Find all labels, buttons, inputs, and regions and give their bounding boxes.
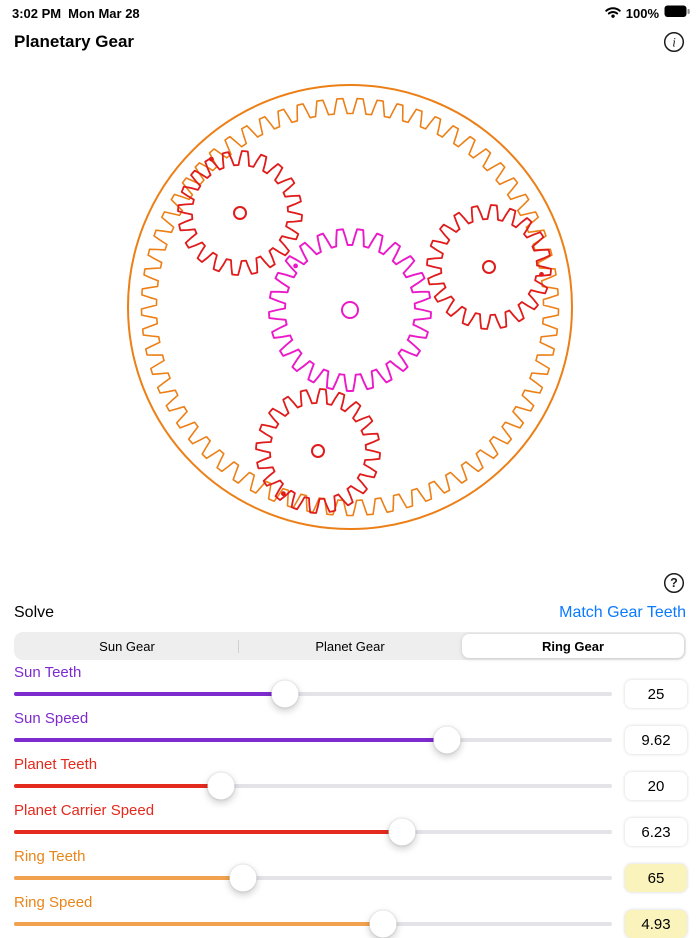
ring-speed-label: Ring Speed: [14, 894, 93, 911]
ring-speed-slider-thumb[interactable]: [369, 910, 397, 938]
sun-speed-slider-thumb[interactable]: [433, 726, 461, 754]
battery-percent: 100%: [625, 5, 659, 21]
ring-speed-slider-fill: [14, 922, 383, 926]
status-bar: 3:02 PM Mon Mar 28 100%: [0, 0, 700, 24]
ring-teeth-value[interactable]: 65: [625, 864, 687, 892]
solve-label: Solve: [14, 604, 55, 621]
slider-group-planet-carrier-speed: Planet Carrier Speed 6.23: [0, 802, 700, 846]
ring-speed-slider[interactable]: [14, 910, 612, 938]
navigation-bar: Planetary Gear i: [0, 24, 700, 60]
planet-gear-bottom: [255, 388, 381, 514]
info-button[interactable]: i: [662, 30, 686, 54]
planet-carrier-speed-label: Planet Carrier Speed: [14, 802, 155, 819]
sliders-panel: Sun Teeth 25 Sun Speed 9.62 Planet Teeth 20 Pl…: [0, 664, 700, 938]
status-time: 3:02 PM: [12, 5, 62, 21]
slider-group-sun-teeth: Sun Teeth 25: [0, 664, 700, 708]
planet-carrier-speed-value[interactable]: 6.23: [625, 818, 687, 846]
planet-gear-top-left-hub: [233, 206, 247, 220]
sun-speed-value[interactable]: 9.62: [625, 726, 687, 754]
sun-speed-slider-fill: [14, 738, 447, 742]
planet-teeth-slider-thumb[interactable]: [207, 772, 235, 800]
planet-gear-top-left-marker-dot: [209, 156, 214, 162]
ring-teeth-slider-fill: [14, 876, 244, 880]
ring-gear: [127, 84, 573, 530]
ring-speed-value[interactable]: 4.93: [625, 910, 687, 938]
sun-teeth-slider-thumb[interactable]: [271, 680, 299, 708]
slider-group-planet-teeth: Planet Teeth 20: [0, 756, 700, 800]
planet-teeth-label: Planet Teeth: [14, 756, 98, 773]
page-title: Planetary Gear: [14, 32, 135, 51]
help-row: ?: [0, 566, 700, 600]
planet-gear-right-hub: [482, 260, 496, 274]
planet-carrier-speed-slider-thumb[interactable]: [388, 818, 416, 846]
tab-planet-gear[interactable]: Planet Gear: [239, 634, 461, 658]
planet-carrier-speed-slider[interactable]: [14, 818, 612, 846]
gear-diagram: [0, 60, 700, 566]
planet-teeth-slider-fill: [14, 784, 221, 788]
solve-row: Solve Match Gear Teeth: [0, 600, 700, 626]
sun-speed-slider[interactable]: [14, 726, 612, 754]
ring-gear-outer-rim: [127, 84, 573, 530]
wifi-icon: [605, 6, 621, 21]
sun-teeth-slider[interactable]: [14, 680, 612, 708]
planet-carrier-speed-slider-fill: [14, 830, 403, 834]
planet-teeth-slider[interactable]: [14, 772, 612, 800]
svg-text:i: i: [672, 35, 676, 50]
tab-ring-gear[interactable]: Ring Gear: [462, 634, 684, 658]
ring-gear-teeth: [140, 97, 560, 517]
ring-teeth-slider-thumb[interactable]: [229, 864, 257, 892]
gear-diagram-svg: [127, 84, 573, 530]
planet-gear-bottom-hub: [311, 444, 325, 458]
sun-gear: [268, 228, 432, 392]
sun-speed-label: Sun Speed: [14, 710, 89, 727]
slider-group-ring-teeth: Ring Teeth 65: [0, 848, 700, 892]
planet-gear-right-marker-dot: [539, 272, 544, 277]
status-date: Mon Mar 28: [68, 5, 140, 21]
planet-gear-bottom-marker-dot: [281, 491, 286, 497]
ring-teeth-label: Ring Teeth: [14, 848, 86, 865]
help-button[interactable]: ?: [662, 571, 686, 595]
segment-separator: [238, 639, 239, 653]
ring-teeth-slider-track[interactable]: [14, 876, 612, 880]
sun-teeth-slider-track[interactable]: [14, 692, 612, 696]
gear-segmented-control: Sun Gear Planet Gear Ring Gear: [14, 632, 686, 660]
planet-teeth-value[interactable]: 20: [625, 772, 687, 800]
planet-gear-right: [426, 204, 552, 330]
planet-teeth-slider-track[interactable]: [14, 784, 612, 788]
ring-teeth-slider[interactable]: [14, 864, 612, 892]
sun-teeth-value[interactable]: 25: [625, 680, 687, 708]
planet-gear-top-left: [177, 150, 303, 276]
slider-group-sun-speed: Sun Speed 9.62: [0, 710, 700, 754]
sun-gear-hub: [341, 301, 359, 319]
battery-icon: [664, 5, 690, 21]
tab-sun-gear[interactable]: Sun Gear: [16, 634, 238, 658]
svg-text:?: ?: [670, 576, 678, 590]
sun-gear-marker-dot: [293, 263, 298, 269]
slider-group-ring-speed: Ring Speed 4.93: [0, 894, 700, 938]
sun-teeth-slider-fill: [14, 692, 285, 696]
match-gear-teeth-link[interactable]: Match Gear Teeth: [559, 604, 686, 621]
sun-teeth-label: Sun Teeth: [14, 664, 82, 681]
